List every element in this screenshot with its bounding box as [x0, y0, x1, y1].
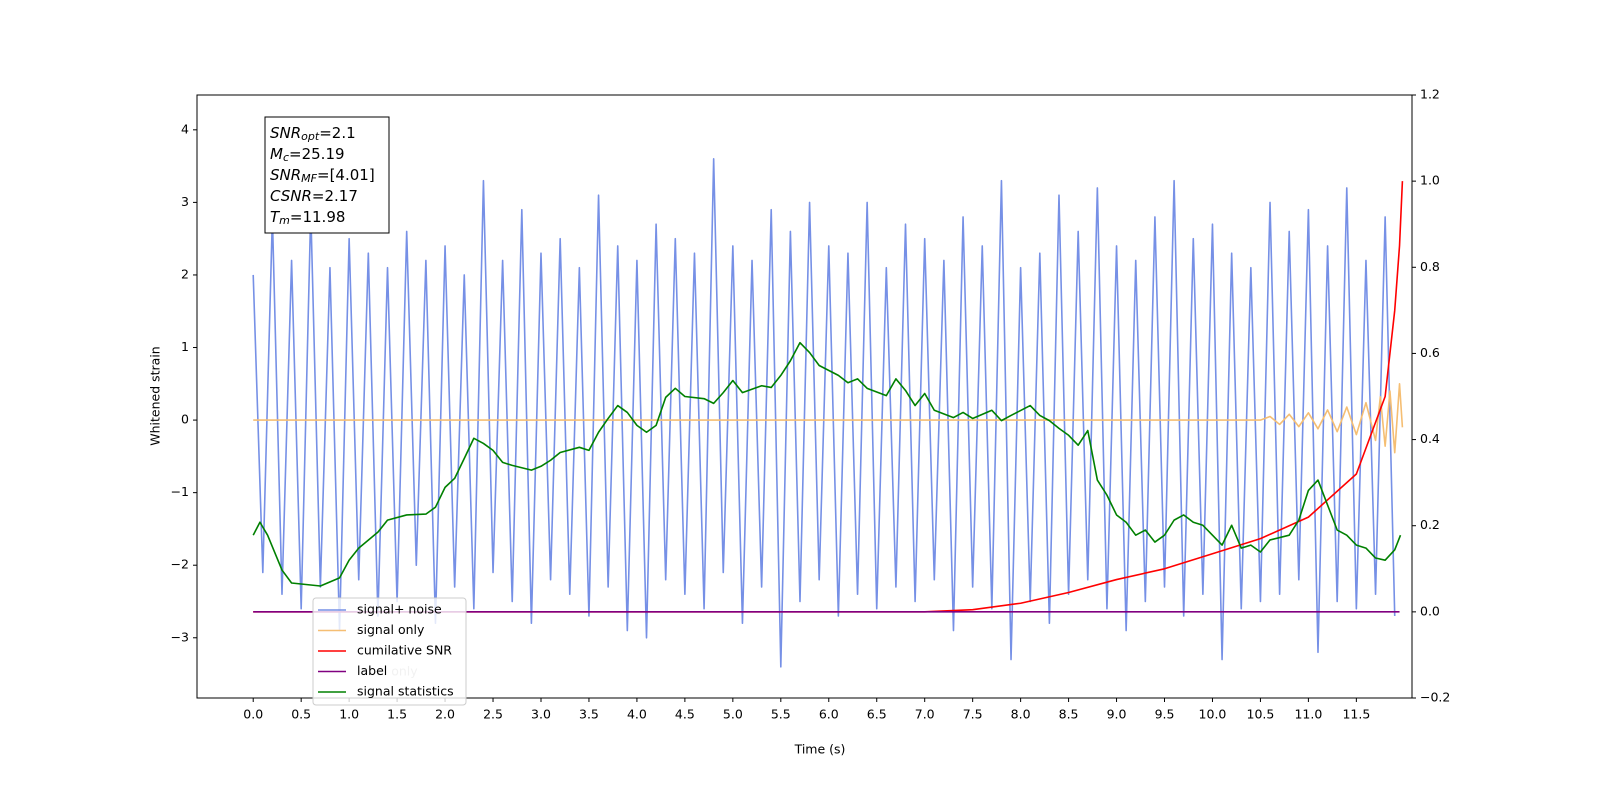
info-line: Mc=25.19 [270, 145, 345, 165]
x-tick-label: 7.5 [963, 707, 983, 722]
x-tick-label: 4.0 [627, 707, 647, 722]
info-value: =11.98 [290, 208, 346, 226]
y-tick-label: −2 [171, 557, 189, 572]
y-axis-label: Whitened strain [148, 346, 163, 445]
x-tick-label: 2.5 [483, 707, 503, 722]
series-line [252, 158, 1396, 668]
x-tick-label: 8.5 [1059, 707, 1079, 722]
x-axis-label: Time (s) [794, 742, 846, 757]
y-tick-label: 4 [181, 121, 189, 136]
legend-label: cumilative SNR [357, 643, 452, 658]
x-tick-label: 1.5 [387, 707, 407, 722]
info-subscript: opt [301, 130, 320, 143]
x-tick-label: 7.0 [915, 707, 935, 722]
plot-frame [196, 94, 1413, 699]
y-tick-label: 3 [181, 194, 189, 209]
y2-tick-label: 0.8 [1420, 259, 1440, 274]
info-symbol: SNR [270, 124, 301, 142]
series-line [253, 383, 1404, 454]
legend: signal+ noise signal only cumilative SNR la… [312, 597, 467, 706]
y2-tick-label: 0.4 [1420, 431, 1440, 446]
y-tick-label: 2 [181, 266, 189, 281]
info-symbol: M [270, 145, 283, 163]
x-tick-label: 10.5 [1247, 707, 1275, 722]
y2-tick-label: 1.2 [1420, 87, 1440, 102]
legend-label: label [357, 663, 387, 678]
legend-label: signal only [357, 622, 425, 637]
x-tick-label: 0.5 [291, 707, 311, 722]
y-tick-label: 1 [181, 339, 189, 354]
info-symbol: SNR [270, 166, 301, 184]
y2-tick-label: 0.0 [1420, 603, 1440, 618]
x-tick-label: 5.0 [723, 707, 743, 722]
legend-label: signal+ noise [357, 602, 442, 617]
info-value: =[4.01] [317, 166, 375, 184]
y2-tick-label: 1.0 [1420, 173, 1440, 188]
x-tick-label: 1.0 [339, 707, 359, 722]
x-tick-label: 5.5 [771, 707, 791, 722]
info-box: SNRopt=2.1Mc=25.19SNRMF=[4.01]CSNR=2.17T… [264, 116, 390, 234]
info-value: =2.1 [319, 124, 355, 142]
info-value: =25.19 [289, 145, 345, 163]
info-line: SNRopt=2.1 [270, 124, 356, 144]
info-line: Tm=11.98 [270, 208, 345, 228]
x-tick-label: 8.0 [1011, 707, 1031, 722]
info-subscript: MF [301, 172, 317, 185]
x-tick-label: 6.5 [867, 707, 887, 722]
info-box-frame [264, 116, 390, 234]
info-symbol: T [270, 208, 281, 226]
x-tick-label: 4.5 [675, 707, 695, 722]
y-tick-label: 0 [181, 412, 189, 427]
x-tick-label: 9.5 [1155, 707, 1175, 722]
y2-tick-label: −0.2 [1420, 690, 1450, 705]
x-tick-label: 3.0 [531, 707, 551, 722]
x-tick-label: 10.0 [1199, 707, 1227, 722]
x-tick-label: 0.0 [243, 707, 263, 722]
series-line [252, 341, 1402, 587]
info-subscript: c [283, 151, 289, 164]
x-tick-label: 9.0 [1107, 707, 1127, 722]
y2-tick-label: 0.2 [1420, 517, 1440, 532]
legend-label: signal statistics [357, 684, 454, 699]
y-tick-label: −3 [171, 629, 189, 644]
x-tick-label: 11.5 [1342, 707, 1370, 722]
x-tick-label: 3.5 [579, 707, 599, 722]
x-tick-label: 6.0 [819, 707, 839, 722]
info-symbol: CSNR [270, 187, 312, 205]
x-tick-label: 11.0 [1294, 707, 1322, 722]
info-subscript: m [279, 214, 290, 227]
x-tick-label: 2.0 [435, 707, 455, 722]
info-line: CSNR=2.17 [270, 187, 358, 205]
info-value: =2.17 [312, 187, 358, 205]
series-line [253, 181, 1404, 613]
info-line: SNRMF=[4.01] [270, 166, 375, 186]
legend-frame [312, 597, 467, 706]
y2-tick-label: 0.6 [1420, 345, 1440, 360]
y-tick-label: −1 [171, 484, 189, 499]
